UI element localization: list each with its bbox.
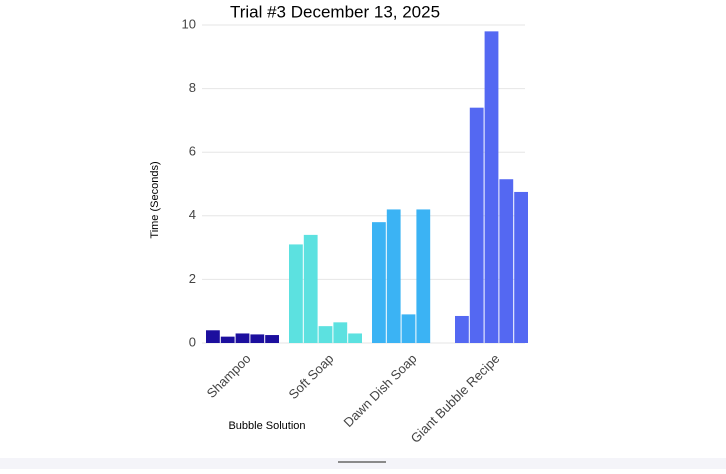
y-tick-label: 8 <box>189 80 196 95</box>
bar <box>514 191 528 343</box>
y-axis-label: Time (Seconds) <box>149 161 161 238</box>
bar <box>265 335 279 343</box>
y-tick-label: 2 <box>189 271 196 286</box>
x-tick-label: Dawn Dish Soap <box>340 351 419 430</box>
bar <box>235 333 250 343</box>
bar <box>303 234 318 343</box>
bar <box>318 326 333 343</box>
bar <box>484 31 499 344</box>
y-tick-label: 10 <box>182 16 196 31</box>
bar <box>289 244 303 343</box>
bar <box>401 314 416 343</box>
bar <box>220 336 235 343</box>
x-tick-label: Shampoo <box>204 351 254 401</box>
bar <box>372 222 386 343</box>
bar <box>469 107 484 344</box>
bar <box>333 322 348 343</box>
chart-title: Trial #3 December 13, 2025 <box>230 2 440 21</box>
y-tick-label: 6 <box>189 144 196 159</box>
bar <box>386 209 401 343</box>
x-tick-label: Soft Soap <box>286 351 337 402</box>
bar <box>206 330 220 343</box>
bar <box>416 209 431 343</box>
bar <box>499 179 514 343</box>
bottom-bar <box>0 458 726 469</box>
bar <box>250 334 265 343</box>
x-axis-label: Bubble Solution <box>228 420 305 432</box>
y-tick-label: 0 <box>189 334 196 349</box>
x-tick-label: Giant Bubble Recipe <box>408 351 503 446</box>
y-tick-label: 4 <box>189 207 196 222</box>
bar <box>455 315 469 343</box>
bar <box>348 333 362 343</box>
